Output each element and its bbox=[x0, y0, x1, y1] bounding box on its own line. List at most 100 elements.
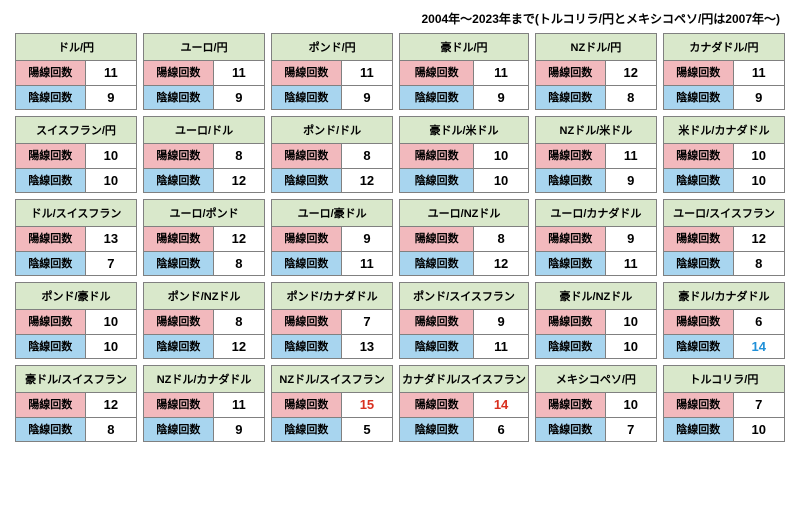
bull-value: 8 bbox=[342, 144, 392, 168]
bull-label: 陽線回数 bbox=[536, 393, 606, 417]
bear-value: 14 bbox=[734, 335, 784, 358]
bear-label: 陰線回数 bbox=[16, 418, 86, 441]
card: NZドル/米ドル陽線回数11陰線回数9 bbox=[535, 116, 657, 193]
card: トルコリラ/円陽線回数7陰線回数10 bbox=[663, 365, 785, 442]
bear-row: 陰線回数8 bbox=[664, 251, 784, 275]
bear-label: 陰線回数 bbox=[272, 335, 342, 358]
bear-value: 10 bbox=[474, 169, 528, 192]
bear-label: 陰線回数 bbox=[536, 169, 606, 192]
bull-label: 陽線回数 bbox=[536, 144, 606, 168]
bear-row: 陰線回数13 bbox=[272, 334, 392, 358]
bear-value: 8 bbox=[86, 418, 136, 441]
bull-label: 陽線回数 bbox=[400, 144, 474, 168]
bear-value: 11 bbox=[474, 335, 528, 358]
bear-row: 陰線回数10 bbox=[664, 417, 784, 441]
bear-value: 12 bbox=[214, 335, 264, 358]
bull-label: 陽線回数 bbox=[664, 310, 734, 334]
bear-value: 8 bbox=[734, 252, 784, 275]
pair-name: 豪ドル/円 bbox=[400, 34, 528, 61]
bull-label: 陽線回数 bbox=[144, 144, 214, 168]
bull-label: 陽線回数 bbox=[16, 144, 86, 168]
bear-value: 10 bbox=[86, 169, 136, 192]
card: NZドル/スイスフラン陽線回数15陰線回数5 bbox=[271, 365, 393, 442]
bull-label: 陽線回数 bbox=[400, 310, 474, 334]
card: 豪ドル/カナダドル陽線回数6陰線回数14 bbox=[663, 282, 785, 359]
bear-value: 9 bbox=[86, 86, 136, 109]
bear-label: 陰線回数 bbox=[272, 252, 342, 275]
pair-name: 米ドル/カナダドル bbox=[664, 117, 784, 144]
card: 豪ドル/スイスフラン陽線回数12陰線回数8 bbox=[15, 365, 137, 442]
card: ポンド/NZドル陽線回数8陰線回数12 bbox=[143, 282, 265, 359]
bull-label: 陽線回数 bbox=[536, 227, 606, 251]
bull-row: 陽線回数8 bbox=[144, 144, 264, 168]
bear-label: 陰線回数 bbox=[16, 86, 86, 109]
bull-value: 12 bbox=[606, 61, 656, 85]
bull-label: 陽線回数 bbox=[16, 393, 86, 417]
bear-label: 陰線回数 bbox=[400, 86, 474, 109]
pair-name: NZドル/スイスフラン bbox=[272, 366, 392, 393]
bear-label: 陰線回数 bbox=[16, 335, 86, 358]
bull-value: 10 bbox=[606, 310, 656, 334]
bull-label: 陽線回数 bbox=[664, 227, 734, 251]
bear-row: 陰線回数6 bbox=[400, 417, 528, 441]
bear-row: 陰線回数10 bbox=[16, 168, 136, 192]
bear-value: 11 bbox=[342, 252, 392, 275]
bear-row: 陰線回数11 bbox=[400, 334, 528, 358]
bear-value: 10 bbox=[734, 169, 784, 192]
pair-name: NZドル/米ドル bbox=[536, 117, 656, 144]
bear-row: 陰線回数12 bbox=[400, 251, 528, 275]
bear-row: 陰線回数10 bbox=[400, 168, 528, 192]
bull-value: 8 bbox=[474, 227, 528, 251]
bull-row: 陽線回数10 bbox=[664, 144, 784, 168]
bear-label: 陰線回数 bbox=[536, 86, 606, 109]
card: ポンド/スイスフラン陽線回数9陰線回数11 bbox=[399, 282, 529, 359]
bear-row: 陰線回数9 bbox=[144, 85, 264, 109]
bull-label: 陽線回数 bbox=[664, 393, 734, 417]
pair-name: トルコリラ/円 bbox=[664, 366, 784, 393]
bear-row: 陰線回数11 bbox=[272, 251, 392, 275]
pair-name: 豪ドル/カナダドル bbox=[664, 283, 784, 310]
bear-value: 6 bbox=[474, 418, 528, 441]
pair-name: ユーロ/豪ドル bbox=[272, 200, 392, 227]
pair-name: ユーロ/NZドル bbox=[400, 200, 528, 227]
bull-value: 9 bbox=[342, 227, 392, 251]
bull-label: 陽線回数 bbox=[144, 393, 214, 417]
bull-row: 陽線回数8 bbox=[144, 310, 264, 334]
pair-name: ポンド/NZドル bbox=[144, 283, 264, 310]
bull-row: 陽線回数12 bbox=[664, 227, 784, 251]
bear-row: 陰線回数8 bbox=[16, 417, 136, 441]
bull-label: 陽線回数 bbox=[272, 227, 342, 251]
bull-label: 陽線回数 bbox=[536, 310, 606, 334]
bull-row: 陽線回数9 bbox=[400, 310, 528, 334]
bull-value: 9 bbox=[474, 310, 528, 334]
bull-value: 11 bbox=[342, 61, 392, 85]
card: ポンド/円陽線回数11陰線回数9 bbox=[271, 33, 393, 110]
pair-name: ドル/円 bbox=[16, 34, 136, 61]
bear-row: 陰線回数10 bbox=[664, 168, 784, 192]
bear-row: 陰線回数7 bbox=[16, 251, 136, 275]
card: メキシコペソ/円陽線回数10陰線回数7 bbox=[535, 365, 657, 442]
bull-value: 15 bbox=[342, 393, 392, 417]
pair-name: 豪ドル/米ドル bbox=[400, 117, 528, 144]
bear-value: 9 bbox=[734, 86, 784, 109]
bull-row: 陽線回数11 bbox=[664, 61, 784, 85]
bull-label: 陽線回数 bbox=[536, 61, 606, 85]
card: ユーロ/スイスフラン陽線回数12陰線回数8 bbox=[663, 199, 785, 276]
bear-label: 陰線回数 bbox=[536, 335, 606, 358]
card: カナダドル/スイスフラン陽線回数14陰線回数6 bbox=[399, 365, 529, 442]
pair-name: 豪ドル/NZドル bbox=[536, 283, 656, 310]
bear-row: 陰線回数10 bbox=[16, 334, 136, 358]
bull-value: 10 bbox=[734, 144, 784, 168]
bear-value: 8 bbox=[606, 86, 656, 109]
bear-row: 陰線回数9 bbox=[272, 85, 392, 109]
bull-value: 12 bbox=[86, 393, 136, 417]
bull-value: 12 bbox=[734, 227, 784, 251]
bull-value: 8 bbox=[214, 310, 264, 334]
card: ポンド/カナダドル陽線回数7陰線回数13 bbox=[271, 282, 393, 359]
card: 豪ドル/NZドル陽線回数10陰線回数10 bbox=[535, 282, 657, 359]
bull-row: 陽線回数10 bbox=[536, 393, 656, 417]
bear-label: 陰線回数 bbox=[144, 418, 214, 441]
bear-row: 陰線回数14 bbox=[664, 334, 784, 358]
bull-value: 10 bbox=[606, 393, 656, 417]
bear-value: 7 bbox=[606, 418, 656, 441]
